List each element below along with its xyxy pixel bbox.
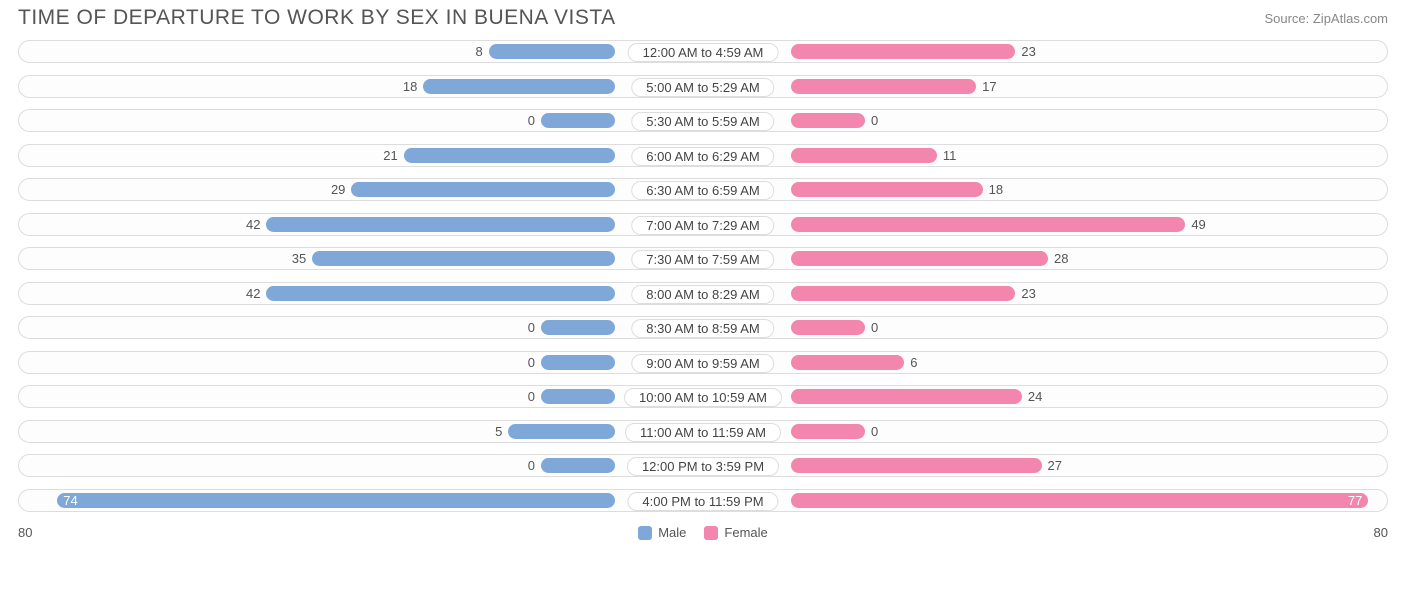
bar-value-male: 29	[325, 182, 351, 197]
bar-female: 0	[791, 424, 865, 439]
chart-row: 29 18 6:30 AM to 6:59 AM	[18, 178, 1388, 201]
bar-value-male: 0	[522, 458, 541, 473]
category-label: 5:00 AM to 5:29 AM	[631, 78, 774, 97]
legend-item-male: Male	[638, 525, 686, 540]
category-label: 6:00 AM to 6:29 AM	[631, 147, 774, 166]
bar-value-female: 28	[1048, 251, 1074, 266]
chart-row: 35 28 7:30 AM to 7:59 AM	[18, 247, 1388, 270]
bar-value-female: 11	[937, 148, 963, 163]
bar-male: 42	[266, 217, 615, 232]
bar-female: 11	[791, 148, 937, 163]
source-attribution: Source: ZipAtlas.com	[1264, 11, 1388, 26]
bar-male: 0	[541, 355, 615, 370]
bar-female: 18	[791, 182, 983, 197]
bar-value-male: 21	[377, 148, 403, 163]
bar-female: 0	[791, 113, 865, 128]
chart-row: 0 24 10:00 AM to 10:59 AM	[18, 385, 1388, 408]
bar-male: 35	[312, 251, 615, 266]
bar-female: 23	[791, 286, 1015, 301]
category-label: 4:00 PM to 11:59 PM	[627, 492, 778, 511]
bar-female: 0	[791, 320, 865, 335]
bar-value-male: 18	[397, 79, 423, 94]
chart-row: 005:30 AM to 5:59 AM	[18, 109, 1388, 132]
category-label: 12:00 PM to 3:59 PM	[627, 457, 779, 476]
bar-female: 77	[791, 493, 1368, 508]
bar-value-female: 18	[983, 182, 1009, 197]
bar-value-male: 42	[240, 217, 266, 232]
category-label: 10:00 AM to 10:59 AM	[624, 388, 782, 407]
bar-male: 42	[266, 286, 615, 301]
bar-value-female: 24	[1022, 389, 1048, 404]
bar-value-female: 23	[1015, 286, 1041, 301]
bar-male: 8	[489, 44, 615, 59]
bar-female: 49	[791, 217, 1185, 232]
category-label: 7:30 AM to 7:59 AM	[631, 250, 774, 269]
bar-male: 21	[404, 148, 615, 163]
chart-row: 18 17 5:00 AM to 5:29 AM	[18, 75, 1388, 98]
category-label: 8:00 AM to 8:29 AM	[631, 285, 774, 304]
chart-row: 0 6 9:00 AM to 9:59 AM	[18, 351, 1388, 374]
legend-label-female: Female	[724, 525, 767, 540]
axis-max-left: 80	[18, 525, 32, 540]
bar-value-male: 5	[489, 424, 508, 439]
bar-value-female: 27	[1042, 458, 1068, 473]
bar-value-male: 0	[522, 355, 541, 370]
category-label: 9:00 AM to 9:59 AM	[631, 354, 774, 373]
chart-row: 42 23 8:00 AM to 8:29 AM	[18, 282, 1388, 305]
axis-max-right: 80	[1374, 525, 1388, 540]
chart-title: TIME OF DEPARTURE TO WORK BY SEX IN BUEN…	[18, 6, 616, 30]
category-label: 5:30 AM to 5:59 AM	[631, 112, 774, 131]
bar-value-female: 0	[865, 320, 884, 335]
chart-row: 8 23 12:00 AM to 4:59 AM	[18, 40, 1388, 63]
category-label: 8:30 AM to 8:59 AM	[631, 319, 774, 338]
chart-row: 21 11 6:00 AM to 6:29 AM	[18, 144, 1388, 167]
bar-value-female: 17	[976, 79, 1002, 94]
bar-male: 0	[541, 458, 615, 473]
chart-row: 42 49 7:00 AM to 7:29 AM	[18, 213, 1388, 236]
bar-female: 23	[791, 44, 1015, 59]
bar-female: 6	[791, 355, 904, 370]
bar-male: 0	[541, 389, 615, 404]
bar-value-female: 6	[904, 355, 923, 370]
bar-value-female: 0	[865, 113, 884, 128]
chart-row: 008:30 AM to 8:59 AM	[18, 316, 1388, 339]
bar-female: 24	[791, 389, 1022, 404]
bar-value-male: 0	[522, 320, 541, 335]
bar-male: 5	[508, 424, 615, 439]
bar-male: 29	[351, 182, 615, 197]
legend-item-female: Female	[704, 525, 767, 540]
category-label: 11:00 AM to 11:59 AM	[625, 423, 781, 442]
legend: Male Female	[638, 525, 768, 540]
chart-row: 0 27 12:00 PM to 3:59 PM	[18, 454, 1388, 477]
legend-swatch-female	[704, 526, 718, 540]
bar-value-male: 0	[522, 389, 541, 404]
bar-value-male: 35	[286, 251, 312, 266]
category-label: 7:00 AM to 7:29 AM	[631, 216, 774, 235]
bar-male: 18	[423, 79, 615, 94]
bar-value-female: 23	[1015, 44, 1041, 59]
category-label: 6:30 AM to 6:59 AM	[631, 181, 774, 200]
bar-female: 17	[791, 79, 976, 94]
bar-male: 74	[57, 493, 615, 508]
legend-swatch-male	[638, 526, 652, 540]
bar-female: 27	[791, 458, 1042, 473]
bar-value-female: 77	[1342, 493, 1368, 508]
bar-value-male: 8	[469, 44, 488, 59]
bar-value-female: 49	[1185, 217, 1211, 232]
bar-value-female: 0	[865, 424, 884, 439]
legend-label-male: Male	[658, 525, 686, 540]
diverging-bar-chart: 8 23 12:00 AM to 4:59 AM 18 17 5:00 AM to 5:2…	[0, 40, 1406, 512]
bar-value-male: 42	[240, 286, 266, 301]
bar-male: 0	[541, 113, 615, 128]
bar-value-male: 0	[522, 113, 541, 128]
bar-female: 28	[791, 251, 1048, 266]
chart-row: 5 0 11:00 AM to 11:59 AM	[18, 420, 1388, 443]
chart-row: 74 77 4:00 PM to 11:59 PM	[18, 489, 1388, 512]
bar-value-male: 74	[57, 493, 83, 508]
category-label: 12:00 AM to 4:59 AM	[628, 43, 779, 62]
bar-male: 0	[541, 320, 615, 335]
